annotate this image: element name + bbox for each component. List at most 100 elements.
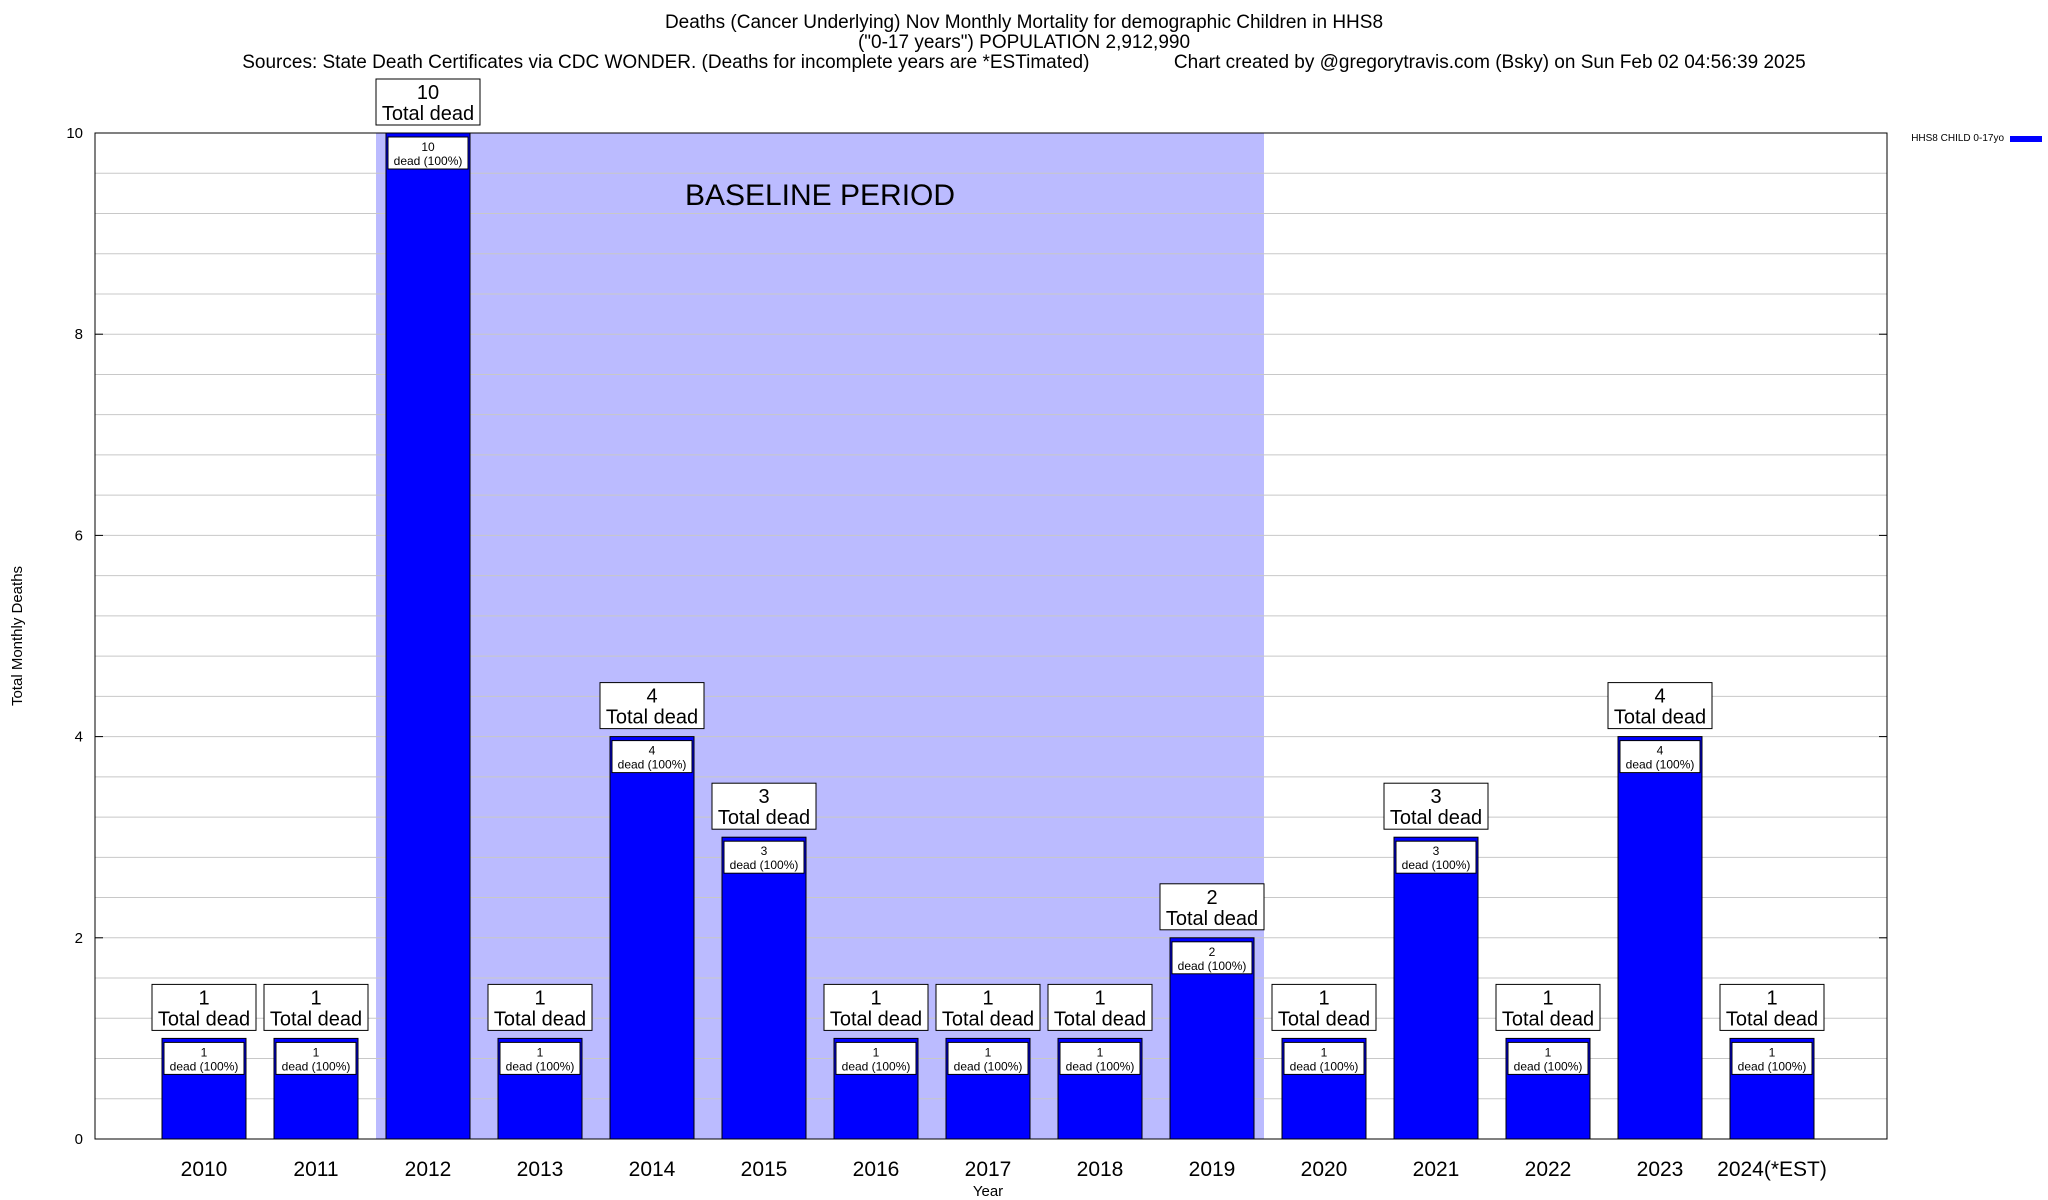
- bar-total-label-box: [599, 682, 705, 730]
- y-axis-label: Total Monthly Deaths: [9, 566, 26, 706]
- bar-inner-label-count: 1: [1769, 1045, 1776, 1059]
- bar-inner-label-count: 3: [761, 844, 768, 858]
- bar-total-label-text: Total dead: [1390, 807, 1482, 829]
- x-tick-label: 2017: [965, 1158, 1012, 1181]
- bar-inner-label-count: 1: [201, 1045, 208, 1059]
- bar-total-label-count: 3: [758, 786, 769, 808]
- y-tick-label: 6: [75, 527, 83, 544]
- bar-inner-label-box: [499, 1041, 581, 1075]
- bar-total-label-count: 1: [534, 987, 545, 1009]
- bar-inner-label-text: dead (100%): [1178, 959, 1247, 973]
- bar-inner-label-text: dead (100%): [1738, 1059, 1807, 1073]
- x-tick-label: 2015: [741, 1158, 788, 1181]
- bar-total-label-text: Total dead: [1614, 707, 1706, 729]
- y-tick-label: 8: [75, 326, 83, 343]
- bar-inner-label-box: [1395, 840, 1477, 874]
- bar-inner-label-count: 1: [313, 1045, 320, 1059]
- bar-inner-label-text: dead (100%): [1066, 1059, 1135, 1073]
- bar-inner-label-box: [387, 136, 469, 170]
- bar-total-label-count: 1: [1542, 987, 1553, 1009]
- chart-title: Deaths (Cancer Underlying) Nov Monthly M…: [664, 12, 1384, 33]
- x-tick-label: 2018: [1077, 1158, 1124, 1181]
- bar-inner-label-box: [1731, 1041, 1813, 1075]
- bar-total-label-text: Total dead: [718, 807, 810, 829]
- bar-inner-label-count: 10: [421, 140, 435, 154]
- bar-inner-label-text: dead (100%): [1626, 758, 1695, 772]
- bar-total-label-count: 1: [1318, 987, 1329, 1009]
- bar-total-label-box: [1383, 782, 1489, 830]
- x-tick-label: 2010: [181, 1158, 228, 1181]
- bar-total-label-count: 2: [1206, 887, 1217, 909]
- bar-inner-label-box: [835, 1041, 917, 1075]
- bar-total-label-box: [151, 983, 257, 1031]
- x-tick-label: 2019: [1189, 1158, 1236, 1181]
- x-tick-label: 2022: [1525, 1158, 1572, 1181]
- bar-total-label-box: [1719, 983, 1825, 1031]
- bar-total-label-text: Total dead: [1166, 908, 1258, 930]
- bar-total-label-box: [1607, 682, 1713, 730]
- bar-inner-label-count: 1: [1097, 1045, 1104, 1059]
- bar-total-label-box: [487, 983, 593, 1031]
- bar-inner-label-box: [947, 1041, 1029, 1075]
- bar-total-label-count: 10: [417, 82, 439, 104]
- x-tick-label: 2021: [1413, 1158, 1460, 1181]
- bar-total-label-count: 4: [646, 686, 657, 708]
- bar-inner-label-text: dead (100%): [730, 858, 799, 872]
- bar-inner-label-count: 1: [1321, 1045, 1328, 1059]
- bar-inner-label-box: [611, 740, 693, 774]
- bar-inner-label-box: [723, 840, 805, 874]
- bar-total-label-box: [823, 983, 929, 1031]
- bar-inner-label-count: 1: [1545, 1045, 1552, 1059]
- bar-total-label-count: 4: [1654, 686, 1665, 708]
- x-tick-label: 2020: [1301, 1158, 1348, 1181]
- bar-inner-label-text: dead (100%): [1514, 1059, 1583, 1073]
- y-tick-label: 4: [75, 729, 83, 746]
- bar-inner-label-count: 1: [537, 1045, 544, 1059]
- bar-inner-label-text: dead (100%): [170, 1059, 239, 1073]
- bar-inner-label-text: dead (100%): [618, 758, 687, 772]
- bar-total-label-text: Total dead: [1054, 1008, 1146, 1030]
- bar-total-label-box: [375, 78, 481, 126]
- bar-inner-label-count: 3: [1433, 844, 1440, 858]
- bar-inner-label-count: 4: [649, 744, 656, 758]
- plot-frame: [94, 132, 1888, 1140]
- bar-total-label-text: Total dead: [382, 103, 474, 125]
- x-tick-label: 2023: [1637, 1158, 1684, 1181]
- bar-inner-label-box: [1059, 1041, 1141, 1075]
- bar-total-label-count: 1: [1766, 987, 1777, 1009]
- x-tick-label: 2012: [405, 1158, 452, 1181]
- x-tick-label: 2016: [853, 1158, 900, 1181]
- bar-total-label-count: 1: [1094, 987, 1105, 1009]
- x-tick-label: 2011: [293, 1158, 338, 1181]
- bar-inner-label-text: dead (100%): [282, 1059, 351, 1073]
- bar-inner-label-text: dead (100%): [954, 1059, 1023, 1073]
- bar-total-label-box: [1159, 883, 1265, 931]
- bar-total-label-box: [711, 782, 817, 830]
- bar: [1393, 836, 1479, 1140]
- bar-total-label-box: [1495, 983, 1601, 1031]
- bar-total-label-text: Total dead: [1502, 1008, 1594, 1030]
- bar-total-label-text: Total dead: [606, 707, 698, 729]
- bar-inner-label-count: 4: [1657, 744, 1664, 758]
- bar-inner-label-text: dead (100%): [506, 1059, 575, 1073]
- chart-subtitle: ("0-17 years") POPULATION 2,912,990: [857, 32, 1191, 53]
- bar-total-label-text: Total dead: [1726, 1008, 1818, 1030]
- bar-total-label-count: 1: [870, 987, 881, 1009]
- baseline-period-label: BASELINE PERIOD: [685, 179, 955, 212]
- bar-inner-label-count: 2: [1209, 945, 1216, 959]
- bar-inner-label-box: [1171, 941, 1253, 975]
- bar-total-label-text: Total dead: [830, 1008, 922, 1030]
- bar: [609, 736, 695, 1140]
- bar-inner-label-count: 1: [873, 1045, 880, 1059]
- bar-total-label-text: Total dead: [942, 1008, 1034, 1030]
- bar-inner-label-count: 1: [985, 1045, 992, 1059]
- bar-inner-label-text: dead (100%): [1290, 1059, 1359, 1073]
- bar: [721, 836, 807, 1140]
- bar-total-label-box: [1047, 983, 1153, 1031]
- bar-inner-label-text: dead (100%): [394, 154, 463, 168]
- y-tick-label: 2: [75, 930, 83, 947]
- x-axis-label: Year: [973, 1183, 1003, 1200]
- x-tick-label: 2014: [629, 1158, 676, 1181]
- bar-total-label-text: Total dead: [270, 1008, 362, 1030]
